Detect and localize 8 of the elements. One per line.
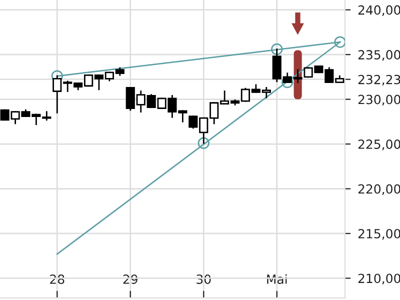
y-tick-label: 230,00 [358,94,400,106]
y-tick-label: 210,00 [358,274,400,284]
y-tick-label: 232,23 [358,74,400,86]
y-tick-label: 240,00 [358,5,400,16]
y-tick-label: 215,00 [358,228,400,240]
y-tick-label: 220,00 [358,184,400,195]
y-tick-label: 225,00 [358,140,400,150]
y-tick-label: 235,00 [358,50,400,61]
